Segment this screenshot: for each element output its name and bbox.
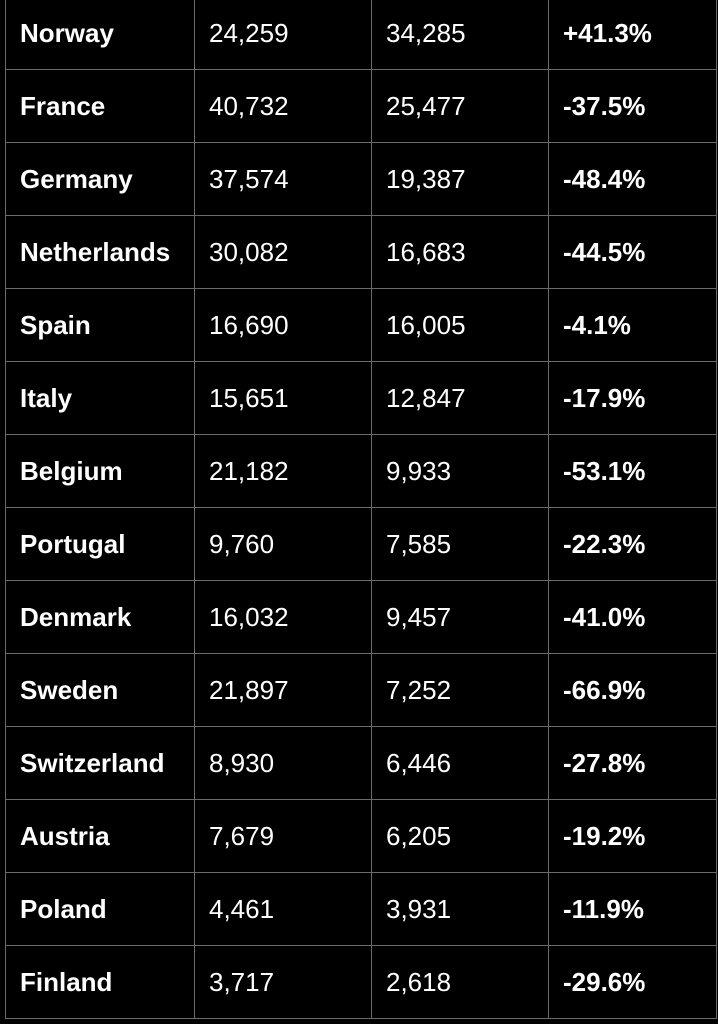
country-cell: Norway bbox=[5, 0, 195, 70]
value-cell-1: 30,082 bbox=[194, 215, 372, 289]
value-cell-2: 19,387 bbox=[371, 142, 549, 216]
country-cell: Belgium bbox=[5, 434, 195, 508]
change-cell: -22.3% bbox=[548, 507, 717, 581]
country-cell: Austria bbox=[5, 799, 195, 873]
change-cell: -41.0% bbox=[548, 580, 717, 654]
change-cell: -48.4% bbox=[548, 142, 717, 216]
value-cell-1: 16,690 bbox=[194, 288, 372, 362]
value-cell-2: 7,252 bbox=[371, 653, 549, 727]
value-cell-2: 2,618 bbox=[371, 945, 549, 1019]
value-cell-1: 7,679 bbox=[194, 799, 372, 873]
value-cell-1: 37,574 bbox=[194, 142, 372, 216]
value-cell-2: 16,683 bbox=[371, 215, 549, 289]
value-cell-1: 21,897 bbox=[194, 653, 372, 727]
table-body: Norway 24,259 34,285 +41.3% France 40,732 25,4… bbox=[5, 0, 717, 1019]
country-cell: Switzerland bbox=[5, 726, 195, 800]
value-cell-2: 16,005 bbox=[371, 288, 549, 362]
value-cell-1: 9,760 bbox=[194, 507, 372, 581]
value-cell-1: 21,182 bbox=[194, 434, 372, 508]
value-cell-1: 8,930 bbox=[194, 726, 372, 800]
value-cell-1: 15,651 bbox=[194, 361, 372, 435]
value-cell-1: 24,259 bbox=[194, 0, 372, 70]
country-cell: Germany bbox=[5, 142, 195, 216]
change-cell: -44.5% bbox=[548, 215, 717, 289]
change-cell: -19.2% bbox=[548, 799, 717, 873]
value-cell-2: 9,933 bbox=[371, 434, 549, 508]
table-row: Belgium 21,182 9,933 -53.1% bbox=[5, 434, 717, 508]
change-cell: -17.9% bbox=[548, 361, 717, 435]
change-cell: -53.1% bbox=[548, 434, 717, 508]
country-cell: Poland bbox=[5, 872, 195, 946]
table-row: Finland 3,717 2,618 -29.6% bbox=[5, 945, 717, 1019]
country-cell: France bbox=[5, 69, 195, 143]
country-cell: Netherlands bbox=[5, 215, 195, 289]
country-cell: Portugal bbox=[5, 507, 195, 581]
change-cell: -66.9% bbox=[548, 653, 717, 727]
value-cell-2: 3,931 bbox=[371, 872, 549, 946]
data-table: Norway 24,259 34,285 +41.3% France 40,732 25,4… bbox=[5, 0, 717, 1019]
country-cell: Italy bbox=[5, 361, 195, 435]
country-cell: Denmark bbox=[5, 580, 195, 654]
value-cell-2: 6,446 bbox=[371, 726, 549, 800]
table-row: Netherlands 30,082 16,683 -44.5% bbox=[5, 215, 717, 289]
table-row: Italy 15,651 12,847 -17.9% bbox=[5, 361, 717, 435]
value-cell-2: 25,477 bbox=[371, 69, 549, 143]
change-cell: -11.9% bbox=[548, 872, 717, 946]
country-cell: Sweden bbox=[5, 653, 195, 727]
value-cell-2: 9,457 bbox=[371, 580, 549, 654]
table-row: Spain 16,690 16,005 -4.1% bbox=[5, 288, 717, 362]
table-row: Austria 7,679 6,205 -19.2% bbox=[5, 799, 717, 873]
table-row: Germany 37,574 19,387 -48.4% bbox=[5, 142, 717, 216]
value-cell-1: 16,032 bbox=[194, 580, 372, 654]
country-cell: Spain bbox=[5, 288, 195, 362]
table-row: Sweden 21,897 7,252 -66.9% bbox=[5, 653, 717, 727]
country-cell: Finland bbox=[5, 945, 195, 1019]
table-row: Denmark 16,032 9,457 -41.0% bbox=[5, 580, 717, 654]
value-cell-2: 6,205 bbox=[371, 799, 549, 873]
value-cell-2: 12,847 bbox=[371, 361, 549, 435]
table-row: Portugal 9,760 7,585 -22.3% bbox=[5, 507, 717, 581]
value-cell-2: 7,585 bbox=[371, 507, 549, 581]
value-cell-2: 34,285 bbox=[371, 0, 549, 70]
change-cell: -4.1% bbox=[548, 288, 717, 362]
table-row: Switzerland 8,930 6,446 -27.8% bbox=[5, 726, 717, 800]
value-cell-1: 3,717 bbox=[194, 945, 372, 1019]
change-cell: -37.5% bbox=[548, 69, 717, 143]
table-row: France 40,732 25,477 -37.5% bbox=[5, 69, 717, 143]
change-cell: -29.6% bbox=[548, 945, 717, 1019]
change-cell: +41.3% bbox=[548, 0, 717, 70]
value-cell-1: 40,732 bbox=[194, 69, 372, 143]
table-row: Poland 4,461 3,931 -11.9% bbox=[5, 872, 717, 946]
table-row: Norway 24,259 34,285 +41.3% bbox=[5, 0, 717, 70]
value-cell-1: 4,461 bbox=[194, 872, 372, 946]
change-cell: -27.8% bbox=[548, 726, 717, 800]
